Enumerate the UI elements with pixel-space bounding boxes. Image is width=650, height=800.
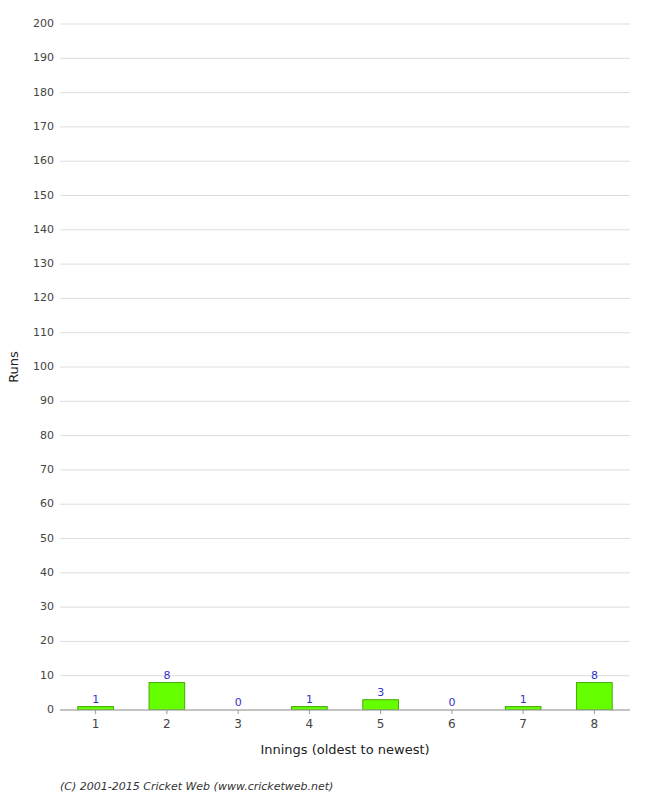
y-tick-label: 170 [33,120,54,133]
grid-line [60,332,630,333]
x-tick [95,710,96,714]
x-tick-label: 1 [92,717,100,731]
y-tick-label: 150 [33,189,54,202]
grid-line [60,675,630,676]
y-tick-label: 90 [40,394,54,407]
grid-line [60,367,630,368]
data-label: 0 [448,696,455,709]
y-tick-label: 180 [33,86,54,99]
grid-line [60,469,630,470]
y-tick-label: 60 [40,497,54,510]
y-tick-label: 100 [33,360,54,373]
y-tick-label: 120 [33,291,54,304]
grid-line [60,92,630,93]
x-tick-label: 6 [448,717,456,731]
grid-line [60,710,630,711]
grid-line [60,24,630,25]
bar [149,683,185,710]
data-label: 1 [92,693,99,706]
y-tick-label: 190 [33,51,54,64]
grid-line [60,504,630,505]
x-axis-label: Innings (oldest to newest) [260,742,429,757]
grid-line [60,126,630,127]
data-label: 8 [163,669,170,682]
x-tick [166,710,167,714]
bar [292,707,328,710]
x-tick [380,710,381,714]
x-tick-label: 5 [377,717,385,731]
y-axis-label: Runs [6,351,21,383]
data-label: 1 [306,693,313,706]
grid-line [60,195,630,196]
y-tick-label: 50 [40,532,54,545]
grid-line [60,607,630,608]
y-tick-label: 110 [33,326,54,339]
grid-line [60,572,630,573]
x-tick-label: 2 [163,717,171,731]
x-tick [523,710,524,714]
y-tick-label: 130 [33,257,54,270]
grid-line [60,58,630,59]
y-tick-label: 40 [40,566,54,579]
x-axis-line [60,710,630,711]
x-tick-label: 4 [306,717,314,731]
grid-line [60,435,630,436]
data-label: 8 [591,669,598,682]
y-tick-label: 80 [40,429,54,442]
grid [60,24,630,710]
chart-svg: 0102030405060708090100110120130140150160… [0,0,650,800]
x-tick [451,710,452,714]
grid-line [60,264,630,265]
y-tick-label: 140 [33,223,54,236]
x-tick [309,710,310,714]
grid-line [60,229,630,230]
bar [78,707,114,710]
data-label: 3 [377,686,384,699]
y-tick-label: 0 [47,703,54,716]
y-tick-label: 70 [40,463,54,476]
data-label: 1 [520,693,527,706]
grid-line [60,161,630,162]
x-tick-label: 3 [234,717,242,731]
bar [363,700,399,710]
x-tick [238,710,239,714]
y-tick-label: 20 [40,634,54,647]
x-tick-label: 8 [591,717,599,731]
grid-line [60,401,630,402]
y-tick-label: 160 [33,154,54,167]
y-tick-label: 10 [40,669,54,682]
y-tick-label: 200 [33,17,54,30]
grid-line [60,298,630,299]
chart-container: 0102030405060708090100110120130140150160… [0,0,650,800]
x-tick-label: 7 [519,717,527,731]
bars [78,683,612,710]
footer-text: (C) 2001-2015 Cricket Web (www.cricketwe… [60,780,333,793]
data-label: 0 [235,696,242,709]
y-tick-label: 30 [40,600,54,613]
x-tick [594,710,595,714]
grid-line [60,641,630,642]
bar [505,707,541,710]
grid-line [60,538,630,539]
bar [577,683,613,710]
